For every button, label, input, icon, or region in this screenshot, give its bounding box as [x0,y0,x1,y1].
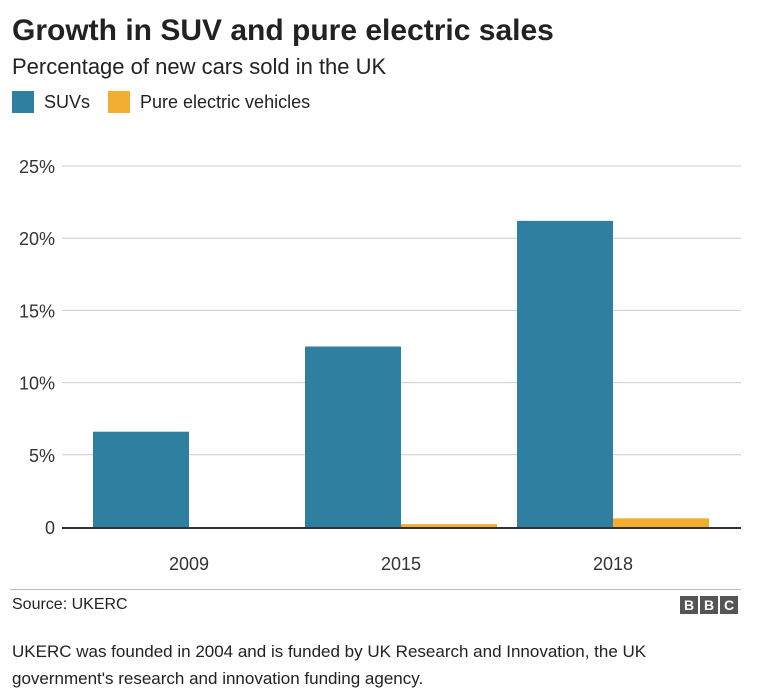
plot-area: 0 5% 10% 15% 20% 25% 2009 2015 2018 [19,157,741,574]
logo-letter: B [700,596,718,614]
logo-letter: C [720,596,738,614]
x-tick-label: 2015 [381,554,421,574]
y-tick-label: 0 [45,518,55,538]
y-tick-label: 15% [19,301,55,321]
chart-subtitle: Percentage of new cars sold in the UK [12,54,387,79]
x-tick-label: 2009 [169,554,209,574]
y-tick-label: 20% [19,229,55,249]
y-tick-label: 25% [19,157,55,177]
bar-suv-2018 [517,220,613,527]
legend-label: SUVs [44,91,91,112]
y-tick-label: 5% [29,446,55,466]
bar-ev-2018 [613,518,709,527]
bar-suv-2009 [93,431,189,527]
chart-title: Growth in SUV and pure electric sales [12,14,554,47]
bar-suv-2015 [305,346,401,527]
logo-letter: B [680,596,698,614]
source: Source: UKERC [12,596,128,613]
legend-label: Pure electric vehicles [140,91,311,112]
bar-ev-2015 [401,524,497,527]
footnote: UKERC was founded in 2004 and is funded … [12,642,647,688]
legend-item-suvs: SUVs [12,91,90,113]
y-tick-label: 10% [19,374,55,394]
legend-swatch [12,91,34,113]
legend-item-ev: Pure electric vehicles [108,91,310,113]
x-tick-label: 2018 [593,554,633,574]
legend-swatch [108,91,131,113]
legend: SUVs Pure electric vehicles [12,91,328,113]
divider [10,589,741,590]
